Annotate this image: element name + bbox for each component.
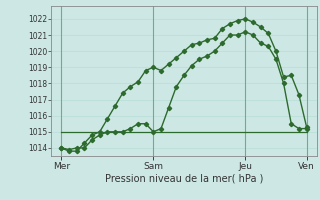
X-axis label: Pression niveau de la mer( hPa ): Pression niveau de la mer( hPa ) xyxy=(105,173,263,183)
